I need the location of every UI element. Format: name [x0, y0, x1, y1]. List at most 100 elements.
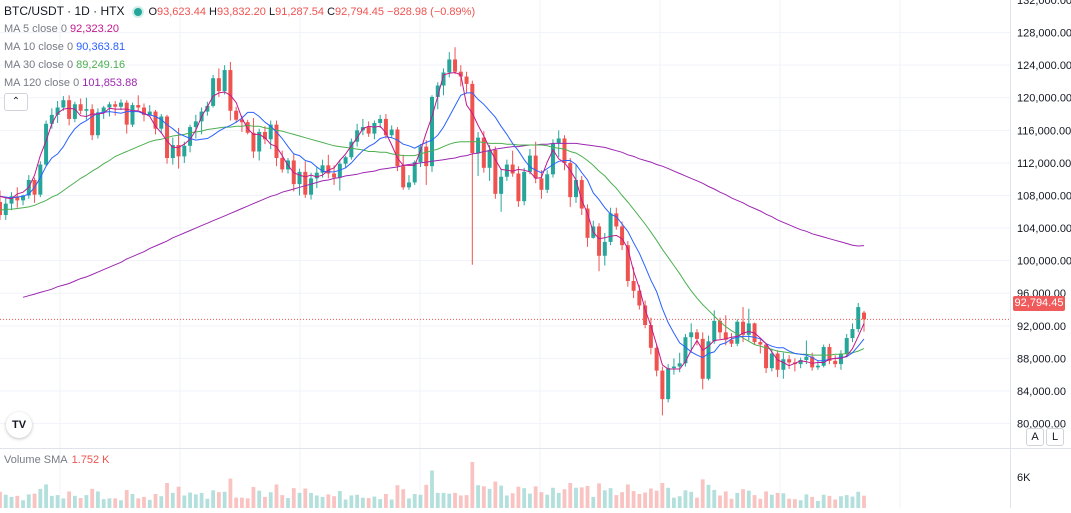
candle-body [366, 127, 371, 134]
volume-bar [689, 491, 694, 508]
volume-bar [643, 492, 648, 508]
candle-body [147, 111, 152, 115]
volume-bar [516, 486, 521, 508]
candle-body [856, 307, 861, 330]
volume-bar [504, 495, 509, 508]
volume-bar [579, 487, 584, 508]
volume-bar [545, 494, 550, 508]
symbol-title[interactable]: BTC/USDT · 1D · HTX [4, 4, 125, 18]
volume-bar [746, 490, 751, 508]
indicator-ma10[interactable]: MA 10 close 0 90,363.81 [4, 41, 126, 53]
candle-body [827, 346, 832, 361]
volume-bar [441, 492, 446, 508]
volume-bar [718, 495, 722, 508]
volume-bar [372, 496, 377, 508]
volume-bar [314, 495, 319, 508]
volume-bar [551, 487, 555, 508]
auto-scale-button[interactable]: A [1026, 428, 1044, 446]
price-axis-label: 100,000.00 [1017, 256, 1071, 268]
volume-bar [430, 470, 434, 508]
indicator-ma120[interactable]: MA 120 close 0 101,853.88 [4, 77, 138, 89]
volume-bar [44, 484, 48, 508]
volume-bar [268, 492, 273, 508]
volume-bar [412, 494, 417, 508]
collapse-legend-button[interactable]: ⌃ [4, 93, 28, 111]
candle-body [55, 107, 60, 115]
price-axis-label: 116,000.00 [1017, 125, 1071, 137]
tradingview-logo[interactable]: TV [6, 412, 32, 438]
volume-bar [723, 491, 728, 508]
volume-bar [556, 492, 561, 508]
volume-bar [251, 487, 256, 508]
volume-bar [326, 494, 331, 508]
volume-bar [458, 495, 463, 508]
volume-legend[interactable]: Volume SMA 1.752 K [4, 454, 110, 466]
candle-body [262, 131, 267, 140]
volume-bar [263, 496, 267, 508]
volume-bar [291, 488, 296, 508]
volume-bar [528, 493, 532, 508]
candle-body [222, 70, 227, 92]
low-value: 91,287.54 [275, 6, 325, 18]
candle-body [453, 59, 458, 72]
candle-body [234, 110, 239, 120]
indicator-ma30[interactable]: MA 30 close 0 89,249.16 [4, 59, 126, 71]
candle-body [533, 155, 538, 179]
candle-body [694, 332, 699, 339]
candle-body [61, 100, 66, 108]
volume-bar [72, 495, 77, 508]
grid-lines [0, 0, 1010, 508]
price-axis-label: 132,000.00 [1017, 0, 1071, 7]
candle-body [660, 370, 665, 400]
volume-bar [631, 491, 636, 508]
volume-bar [309, 492, 313, 508]
volume-bar [418, 494, 423, 508]
volume-bar [228, 478, 233, 508]
candle-body [700, 338, 705, 379]
volume-bar [827, 495, 832, 508]
volume-bar [113, 498, 118, 508]
price-axis-label: 120,000.00 [1017, 93, 1071, 105]
last-price-tag: 92,794.45 [1013, 296, 1065, 311]
candle-body [810, 356, 815, 368]
volume-bar [61, 498, 66, 508]
volume-bar [142, 496, 146, 508]
candle-body [9, 196, 14, 204]
candle-body [510, 164, 515, 174]
volume-bar [470, 462, 475, 508]
volume-bar [188, 492, 192, 508]
volume-bar [677, 496, 682, 508]
volume-sma-value: 1.752 K [71, 454, 110, 466]
moving-averages [0, 71, 865, 370]
open-value: 93,623.44 [157, 6, 206, 18]
candle-body [550, 143, 555, 175]
candle-body [176, 144, 181, 157]
candle-body [527, 155, 532, 172]
volume-bar [798, 500, 803, 508]
indicator-ma5[interactable]: MA 5 close 0 92,323.20 [4, 23, 119, 35]
candle-body [90, 109, 95, 136]
candle-body [297, 171, 302, 185]
candle-body [597, 226, 602, 256]
volume-bar [337, 491, 342, 508]
candle-body [844, 338, 849, 354]
volume-bar [78, 498, 83, 508]
volume-bar [216, 492, 221, 508]
candle-body [579, 180, 584, 209]
candle-body [349, 141, 354, 158]
candle-body [562, 138, 567, 163]
candle-body [136, 105, 141, 108]
volume-bar [435, 492, 440, 508]
volume-bar [153, 494, 158, 508]
volume-bar [833, 499, 838, 508]
price-axis[interactable]: 80,000.0084,000.0088,000.0092,000.0096,0… [1017, 0, 1071, 431]
ma30-value: 89,249.16 [76, 59, 126, 71]
volume-bar [15, 495, 20, 508]
chart-legend: BTC/USDT · 1D · HTX O93,623.44 H93,832.20… [4, 2, 475, 92]
volume-bar [752, 495, 757, 508]
candle-body [441, 72, 446, 86]
candle-body [671, 366, 676, 369]
log-scale-button[interactable]: L [1046, 428, 1064, 446]
